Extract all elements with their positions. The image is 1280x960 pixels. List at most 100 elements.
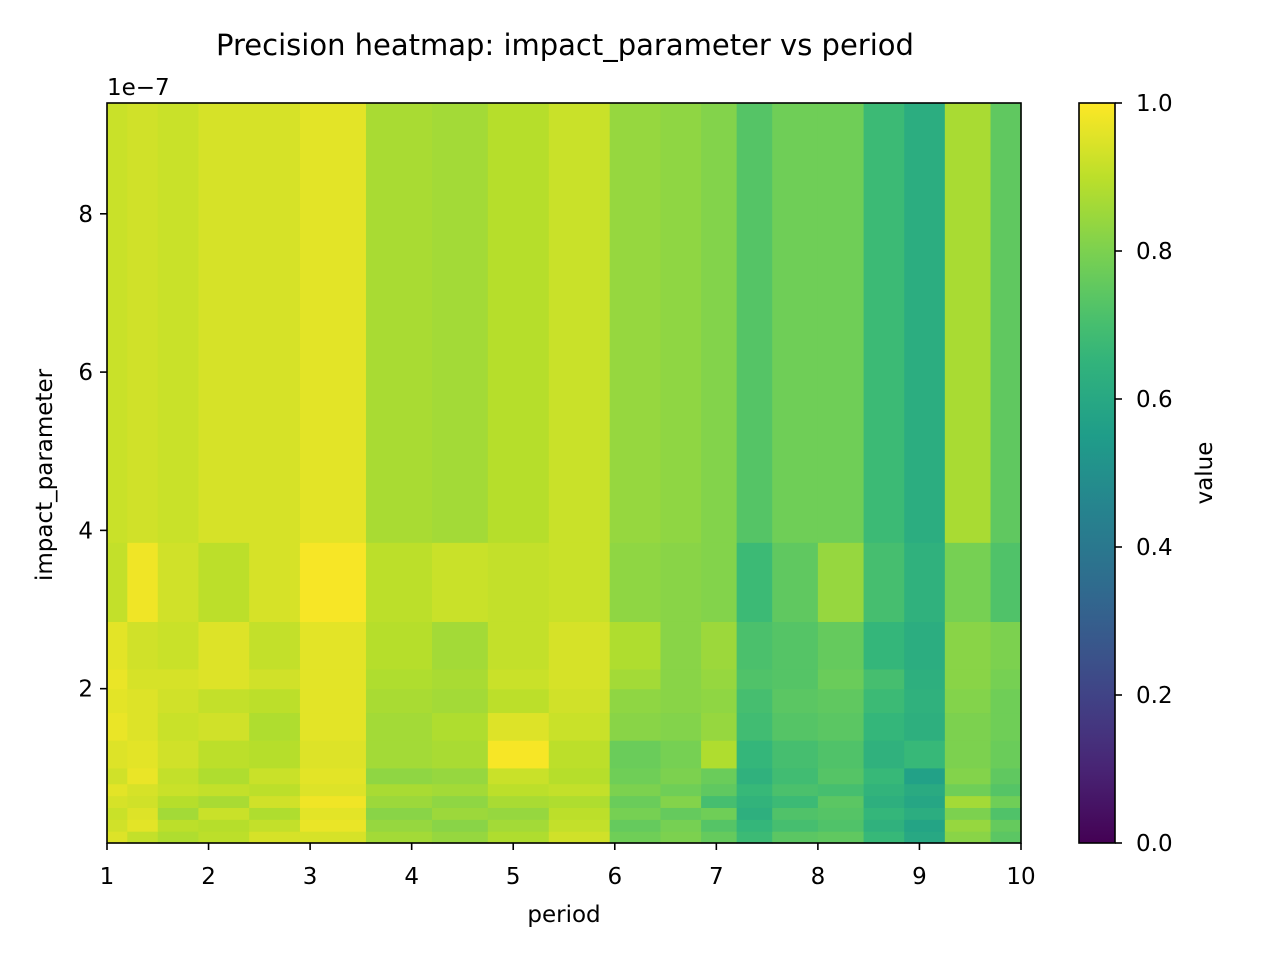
x-tick-label: 8	[811, 864, 826, 890]
heatmap-cell	[772, 621, 818, 669]
heatmap-cell	[366, 784, 433, 796]
heatmap-cell	[158, 768, 199, 784]
x-tick-label: 3	[303, 864, 318, 890]
heatmap-cell	[366, 831, 433, 843]
y-offset-label: 1e−7	[107, 75, 170, 101]
x-tick-label: 2	[201, 864, 216, 890]
heatmap-cell	[991, 621, 1022, 669]
heatmap-cell	[991, 807, 1022, 819]
x-tick-label: 7	[709, 864, 724, 890]
heatmap-cell	[945, 831, 991, 843]
heatmap-cell	[904, 103, 945, 543]
heatmap-cell	[945, 784, 991, 796]
heatmap-cell	[127, 669, 158, 689]
heatmap-cell	[737, 768, 773, 784]
heatmap-cell	[818, 669, 864, 689]
heatmap-cell	[991, 831, 1022, 843]
heatmap-cell	[488, 796, 550, 808]
heatmap-cell	[198, 807, 249, 819]
heatmap-cell	[198, 621, 249, 669]
heatmap-cell	[660, 807, 701, 819]
heatmap-cell	[772, 831, 818, 843]
heatmap-cell	[549, 542, 611, 622]
colorbar-tick-label: 1.0	[1136, 91, 1173, 117]
heatmap-cell	[737, 831, 773, 843]
heatmap-cell	[610, 807, 661, 819]
heatmap-cell	[610, 712, 661, 740]
heatmap-cell	[432, 796, 488, 808]
heatmap-cell	[488, 740, 550, 768]
x-tick-label: 4	[404, 864, 419, 890]
heatmap-cell	[127, 689, 158, 713]
heatmap-cell	[366, 689, 433, 713]
heatmap-cell	[864, 819, 905, 831]
heatmap-cell	[300, 768, 367, 784]
heatmap-cell	[488, 784, 550, 796]
heatmap-cell	[366, 542, 433, 622]
heatmap-cell	[701, 768, 737, 784]
colorbar-ticks: 0.0 0.2 0.4 0.6 0.8 1.0	[1115, 91, 1173, 857]
heatmap-cell	[904, 796, 945, 808]
heatmap-cell	[127, 103, 158, 543]
heatmap-cell	[701, 621, 737, 669]
heatmap-cell	[904, 831, 945, 843]
heatmap-cell	[366, 740, 433, 768]
heatmap-cell	[127, 712, 158, 740]
y-axis: 2468	[78, 202, 107, 703]
heatmap-cell	[737, 819, 773, 831]
heatmap-cell	[198, 831, 249, 843]
heatmap-cell	[610, 784, 661, 796]
heatmap-cell	[701, 807, 737, 819]
heatmap-cell	[158, 712, 199, 740]
heatmap-cell	[158, 807, 199, 819]
heatmap-cell	[366, 807, 433, 819]
heatmap-cell	[107, 669, 128, 689]
colorbar	[1079, 103, 1115, 843]
heatmap-cell	[945, 542, 991, 622]
heatmap-cell	[107, 768, 128, 784]
heatmap-cell	[904, 807, 945, 819]
heatmap-cell	[249, 768, 300, 784]
x-tick-label: 10	[1006, 864, 1035, 890]
x-tick-label: 6	[607, 864, 622, 890]
heatmap-cell	[127, 831, 158, 843]
heatmap-cell	[300, 542, 367, 622]
heatmap-cell	[488, 621, 550, 669]
heatmap-cell	[198, 689, 249, 713]
heatmap-cell	[701, 796, 737, 808]
heatmap-cell	[772, 807, 818, 819]
heatmap-cell	[610, 103, 661, 543]
heatmap-cell	[864, 831, 905, 843]
colorbar-label: value	[1192, 442, 1218, 505]
heatmap-cell	[991, 712, 1022, 740]
heatmap-cell	[904, 784, 945, 796]
heatmap-cell	[660, 689, 701, 713]
x-tick-label: 1	[100, 864, 115, 890]
heatmap-cell	[488, 689, 550, 713]
heatmap-cell	[991, 689, 1022, 713]
heatmap-cell	[904, 621, 945, 669]
heatmap-cell	[864, 807, 905, 819]
heatmap-cell	[772, 796, 818, 808]
heatmap-cell	[991, 784, 1022, 796]
heatmap-cell	[366, 621, 433, 669]
heatmap-cell	[549, 689, 611, 713]
heatmap-cell	[549, 768, 611, 784]
heatmap-cell	[366, 819, 433, 831]
heatmap-cell	[488, 807, 550, 819]
heatmap-cell	[904, 819, 945, 831]
heatmap-cell	[660, 819, 701, 831]
colorbar-tick-label: 0.2	[1136, 683, 1173, 709]
heatmap-cell	[488, 819, 550, 831]
heatmap-cell	[945, 103, 991, 543]
y-tick-label: 2	[78, 677, 93, 703]
heatmap-cell	[772, 784, 818, 796]
heatmap-cell	[300, 621, 367, 669]
heatmap-cell	[864, 784, 905, 796]
heatmap-cell	[300, 669, 367, 689]
heatmap-cell	[818, 712, 864, 740]
heatmap-cell	[127, 807, 158, 819]
heatmap-cell	[107, 796, 128, 808]
heatmap-cell	[701, 784, 737, 796]
